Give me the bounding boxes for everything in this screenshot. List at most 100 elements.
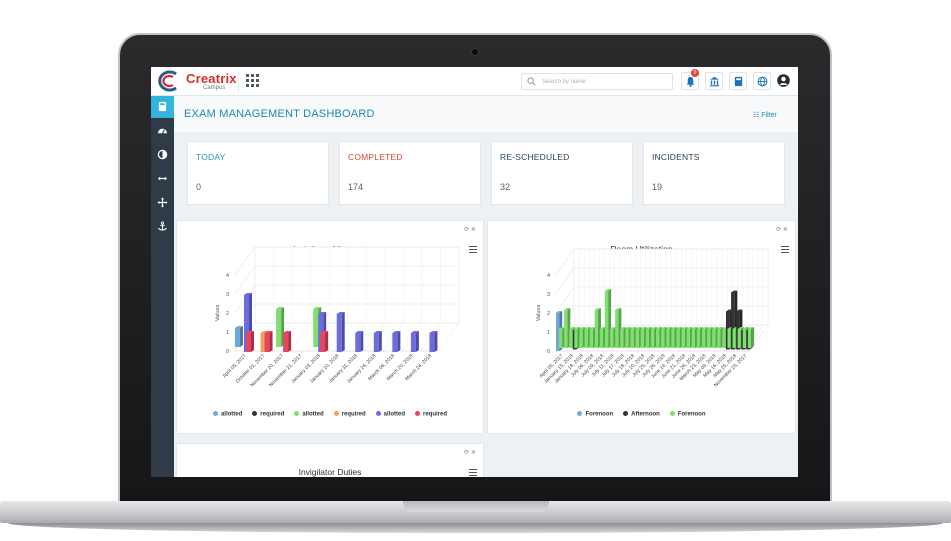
filter-label: Filter [761, 112, 777, 119]
top-bar: Creatrix Campus 0 [151, 67, 798, 96]
chart-menu-icon[interactable] [781, 246, 789, 253]
legend-label: Afternoon [631, 411, 660, 418]
legend-item[interactable]: allotted [294, 411, 324, 418]
legend-dot [623, 411, 629, 416]
legend-dot [294, 411, 300, 416]
sidebar-item-contrast[interactable] [151, 144, 174, 166]
panel-tools[interactable]: ⟳✕ [463, 450, 478, 456]
bar[interactable] [410, 331, 419, 352]
legend-item[interactable]: allotted [212, 411, 243, 418]
laptop-base-edge [8, 523, 943, 533]
x-tick-label: November 20, 2017 [249, 353, 284, 388]
sidebar-item-book[interactable] [151, 96, 174, 118]
y-tick-label: 4 [547, 273, 550, 279]
logo-mark-icon [158, 70, 177, 92]
gridline [555, 248, 575, 276]
apps-grid-icon[interactable] [246, 74, 260, 88]
card-today[interactable]: TODAY 0 [187, 141, 329, 205]
notifications-button[interactable]: 0 [681, 69, 699, 90]
legend-label: allotted [220, 411, 243, 418]
gridline [234, 265, 256, 295]
card-value: 19 [652, 182, 663, 192]
laptop-base [0, 501, 951, 523]
search-input[interactable] [542, 76, 668, 88]
sidebar-item-dashboard[interactable] [151, 120, 174, 142]
card-label: RE-SCHEDULED [500, 152, 570, 162]
legend-item[interactable]: Forenoon [577, 411, 613, 418]
app-screen: Creatrix Campus 0 [151, 67, 798, 477]
sidebar-item-anchor[interactable] [151, 216, 174, 238]
bell-icon [686, 76, 695, 87]
y-tick-label: 0 [226, 349, 229, 355]
bar[interactable] [264, 331, 273, 352]
dashboard-icon [157, 128, 168, 134]
bar[interactable] [283, 331, 292, 352]
legend-dot [252, 411, 258, 416]
legend-dot [577, 411, 583, 416]
webcam [471, 48, 479, 56]
legend-label: allotted [302, 411, 324, 418]
y-tick-label: 3 [226, 292, 229, 298]
y-tick-label: 1 [226, 330, 229, 336]
brand-logo[interactable]: Creatrix Campus [156, 70, 237, 93]
bar[interactable] [320, 331, 329, 352]
book-button[interactable] [729, 72, 747, 90]
legend-dot [212, 411, 218, 416]
chart-legend: allotted required allotted required allotted… [177, 411, 483, 418]
card-label: COMPLETED [348, 152, 403, 162]
card-value: 32 [500, 182, 511, 192]
institution-icon [709, 76, 720, 87]
notification-badge: 0 [691, 69, 699, 77]
arrows-horizontal-icon [157, 176, 168, 181]
legend-label: allotted [383, 411, 406, 418]
card-completed[interactable]: COMPLETED 174 [339, 141, 481, 205]
card-value: 0 [196, 182, 202, 192]
card-label: INCIDENTS [652, 152, 700, 162]
laptop-notch [403, 501, 549, 512]
legend-item[interactable]: allotted [375, 411, 406, 418]
legend-label: required [341, 411, 366, 418]
institution-button[interactable] [705, 72, 723, 90]
sidebar [151, 96, 174, 477]
search-box [521, 73, 673, 90]
sidebar-item-horizontal[interactable] [151, 168, 174, 190]
sidebar-item-move[interactable] [151, 192, 174, 214]
y-tick-label: 0 [547, 349, 550, 355]
bar[interactable] [336, 312, 345, 352]
legend-item[interactable]: required [415, 411, 447, 418]
bar[interactable] [355, 331, 364, 352]
contrast-icon [157, 149, 168, 160]
bar[interactable] [276, 307, 285, 347]
chart-menu-icon[interactable] [469, 246, 477, 253]
legend-item[interactable]: Forenoon [669, 411, 706, 418]
card-rescheduled[interactable]: RE-SCHEDULED 32 [491, 141, 633, 205]
legend-dot [669, 411, 675, 416]
chart-title: Invigilator Duties [298, 467, 362, 477]
legend-item[interactable]: required [333, 411, 366, 418]
legend-item[interactable]: Afternoon [623, 411, 660, 418]
chart-menu-icon[interactable] [469, 469, 477, 476]
panel-tools[interactable]: ⟳✕ [775, 227, 790, 233]
gridline [555, 267, 575, 295]
bar[interactable] [429, 331, 438, 352]
panel-tools[interactable]: ⟳✕ [463, 227, 478, 233]
floor-gridline [290, 322, 311, 352]
bar[interactable] [392, 331, 401, 352]
user-avatar[interactable] [775, 72, 793, 90]
bar[interactable] [373, 331, 382, 352]
legend-item[interactable]: required [252, 411, 284, 418]
bar[interactable] [747, 327, 755, 348]
legend-dot [333, 411, 339, 416]
language-button[interactable] [753, 72, 771, 90]
bar[interactable] [246, 331, 254, 352]
legend-dot [415, 411, 421, 416]
search-icon [527, 77, 536, 86]
card-incidents[interactable]: INCIDENTS 19 [643, 141, 785, 205]
filter-button[interactable]: ☷ Filter [753, 111, 777, 119]
legend-label: Forenoon [677, 411, 706, 418]
move-icon [157, 197, 168, 208]
card-value: 174 [348, 182, 364, 192]
bar[interactable] [235, 326, 243, 347]
